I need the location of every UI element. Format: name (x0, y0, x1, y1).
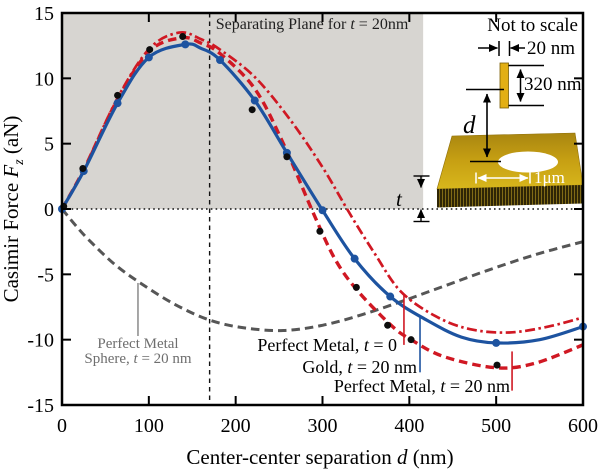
bar-height-dimension (508, 64, 544, 107)
x-tick-label-300: 300 (308, 415, 338, 437)
bar-width-label: 20 nm (527, 38, 575, 59)
marker-gold-t-20-nm (181, 40, 190, 49)
x-tick-label-0: 0 (57, 415, 67, 437)
y-tick-label-15: 15 (34, 3, 54, 25)
legend-gold: Gold, t = 20 nm (302, 357, 417, 377)
x-axis-title: Center-center separation d (nm) (186, 445, 453, 469)
data-point-exact-data-points (283, 153, 291, 161)
annotation-pointer-layer (137, 282, 513, 391)
data-point-exact-data-points (384, 321, 392, 329)
y-tick-label-10: 10 (34, 68, 54, 90)
tick-labels: 0 100 200 300 400 500 600 15 10 5 0 -5 -10 -15 (27, 3, 598, 437)
y-tick-label--15: -15 (27, 395, 54, 417)
hole-size-label: 1μm (534, 168, 565, 187)
legend-perfect-metal-t20: Perfect Metal, t = 20 nm (334, 376, 510, 396)
y-tick-label-0: 0 (44, 199, 54, 221)
y-tick-label--5: -5 (37, 264, 54, 286)
data-point-exact-data-points (316, 227, 324, 235)
data-point-exact-data-points (407, 336, 415, 344)
sphere-legend-line2: Sphere, t = 20 nm (84, 351, 192, 367)
x-tick-label-600: 600 (568, 415, 598, 437)
curve-perfect-metal-sphere-t-20-nm (60, 208, 584, 333)
marker-gold-t-20-nm (386, 292, 395, 301)
marker-gold-t-20-nm (318, 206, 327, 215)
x-tick-label-500: 500 (481, 415, 511, 437)
data-point-exact-data-points (114, 91, 122, 99)
x-tick-label-200: 200 (221, 415, 251, 437)
curve-perfect-metal-t-0 (60, 30, 584, 334)
y-axis-title: Casimir Force Fz (aN) (0, 116, 27, 303)
bar-height-label: 320 nm (524, 74, 582, 95)
distance-label: d (463, 112, 476, 139)
data-point-exact-data-points (79, 164, 87, 172)
x-tick-label-100: 100 (134, 415, 164, 437)
separation-dimension (466, 88, 504, 163)
marker-gold-t-20-nm (350, 254, 359, 263)
data-point-exact-data-points (352, 283, 360, 291)
bar-width-dimension (478, 41, 525, 56)
not-to-scale-label: Not to scale (487, 15, 578, 36)
data-point-exact-data-points (146, 46, 154, 54)
marker-gold-t-20-nm (250, 96, 259, 105)
marker-gold-t-20-nm (144, 53, 153, 62)
marker-gold-t-20-nm (216, 56, 225, 65)
x-tick-label-400: 400 (394, 415, 424, 437)
thickness-label: t (396, 187, 403, 211)
data-point-exact-data-points (248, 106, 256, 114)
inset-schematic: Not to scale 20 nm 320 nm d 1μm t (396, 14, 584, 223)
data-point-exact-data-points (493, 361, 501, 369)
y-tick-label-5: 5 (44, 134, 54, 156)
curve-perfect-metal-t-20-nm (60, 35, 584, 370)
data-point-exact-data-points (179, 33, 187, 41)
legend-perfect-metal-t0: Perfect Metal, t = 0 (257, 335, 397, 355)
hole-dimension (475, 172, 531, 184)
gold-plate-front-edge (437, 185, 583, 208)
plate-hole (498, 151, 558, 173)
marker-gold-t-20-nm (113, 99, 122, 108)
thickness-dimension (413, 175, 430, 223)
y-tick-label--10: -10 (27, 330, 54, 352)
marker-gold-t-20-nm (492, 338, 501, 347)
sphere-legend-line1: Perfect Metal (97, 336, 178, 352)
separating-plane-title: Separating Plane for t = 20nm (216, 16, 409, 33)
shaded-region-layer (62, 13, 424, 209)
axis-ticks (61, 12, 584, 406)
markers-layer (58, 33, 587, 369)
gold-bar (499, 62, 509, 109)
shaded-region (62, 13, 424, 209)
